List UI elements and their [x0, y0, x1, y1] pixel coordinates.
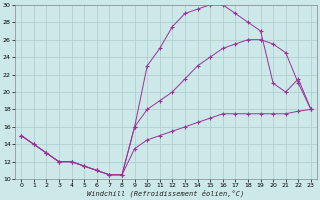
- X-axis label: Windchill (Refroidissement éolien,°C): Windchill (Refroidissement éolien,°C): [87, 190, 245, 197]
